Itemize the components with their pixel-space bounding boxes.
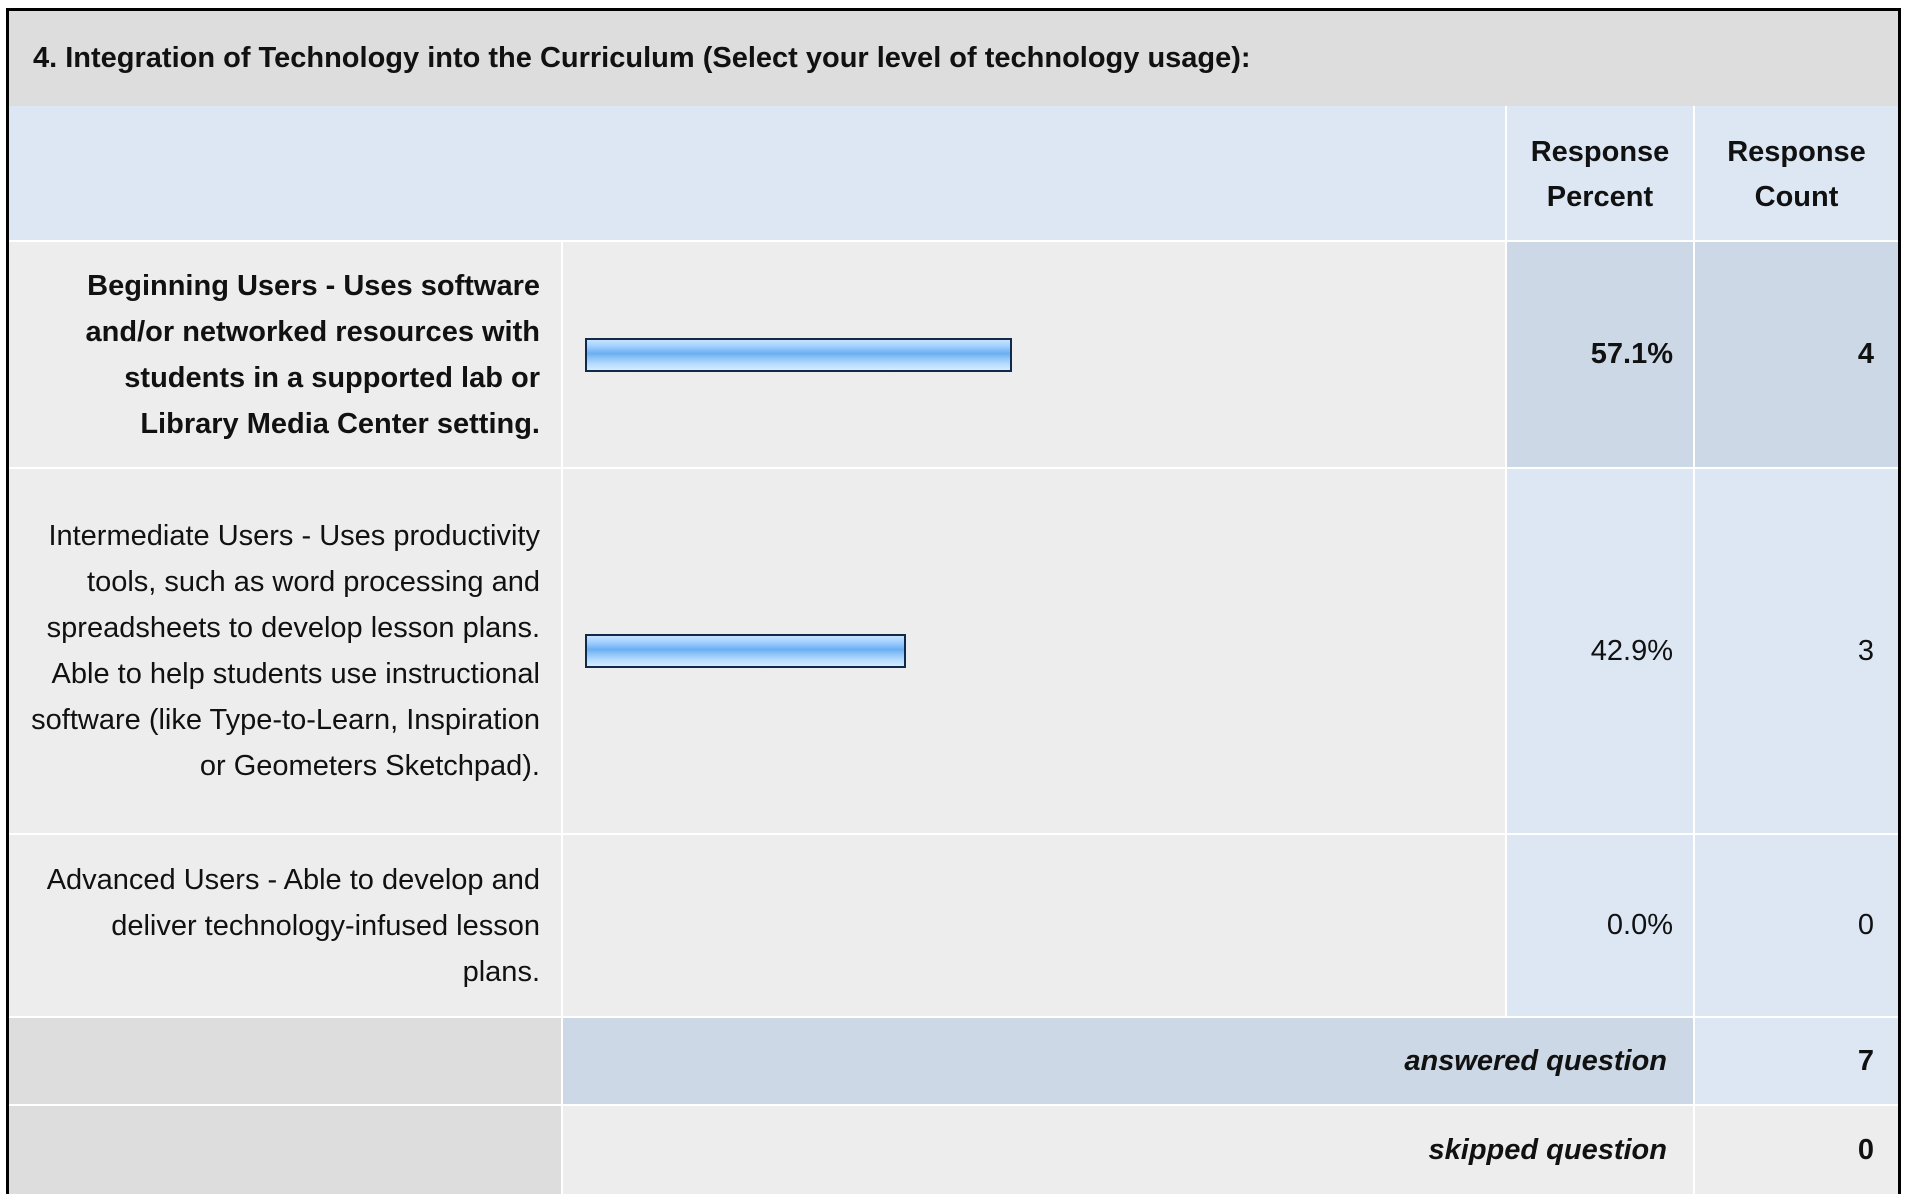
skipped-question-value: 0: [1695, 1106, 1898, 1194]
answer-bar-cell-advanced: [563, 835, 1507, 1018]
answered-question-label: answered question: [563, 1018, 1695, 1106]
answer-percent-beginning: 57.1%: [1507, 242, 1695, 469]
answer-percent-intermediate: 42.9%: [1507, 469, 1695, 835]
answer-percent-advanced: 0.0%: [1507, 835, 1695, 1018]
answer-count-beginning: 4: [1695, 242, 1898, 469]
question-title: 4. Integration of Technology into the Cu…: [9, 11, 1898, 106]
answer-bar-beginning: [585, 337, 1012, 372]
header-response-percent: Response Percent: [1507, 106, 1695, 242]
header-response-count: Response Count: [1695, 106, 1898, 242]
skipped-question-label: skipped question: [563, 1106, 1695, 1194]
header-blank: [9, 106, 1507, 242]
answer-label-beginning: Beginning Users - Uses software and/or n…: [9, 242, 563, 469]
survey-question-table: 4. Integration of Technology into the Cu…: [6, 8, 1901, 1194]
answer-count-advanced: 0: [1695, 835, 1898, 1018]
answer-bar-cell-beginning: [563, 242, 1507, 469]
answered-blank: [9, 1018, 563, 1106]
answer-count-intermediate: 3: [1695, 469, 1898, 835]
answer-bar-cell-intermediate: [563, 469, 1507, 835]
answered-question-value: 7: [1695, 1018, 1898, 1106]
answer-label-intermediate: Intermediate Users - Uses productivity t…: [9, 469, 563, 835]
answer-label-advanced: Advanced Users - Able to develop and del…: [9, 835, 563, 1018]
skipped-blank: [9, 1106, 563, 1194]
response-grid: Response Percent Response Count Beginnin…: [9, 106, 1898, 1194]
answer-bar-intermediate: [585, 634, 906, 668]
